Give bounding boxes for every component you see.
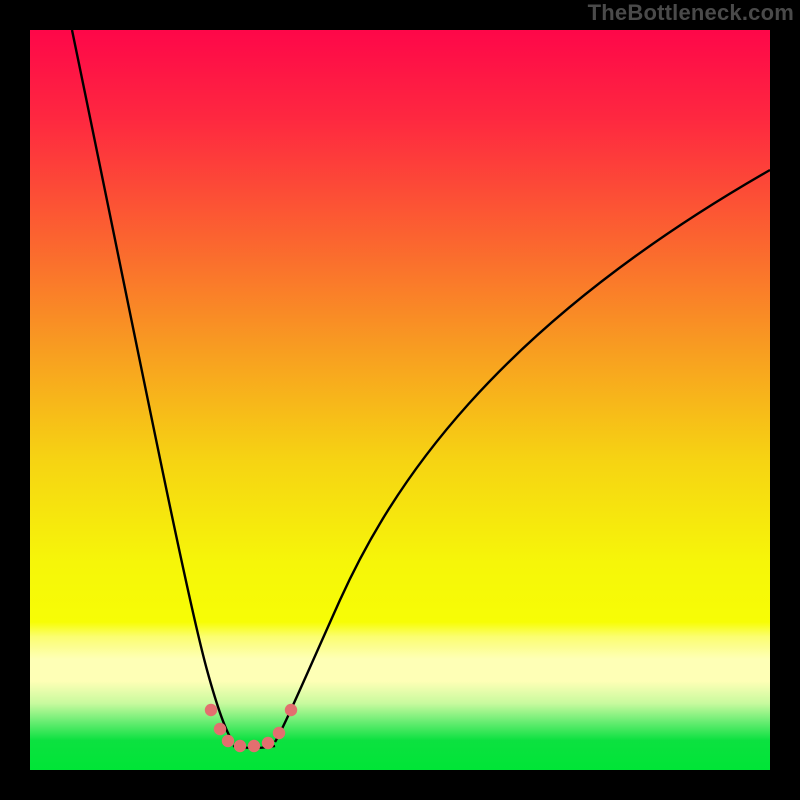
bottleneck-chart	[30, 30, 770, 770]
marker-dot	[205, 704, 217, 716]
marker-dot	[234, 740, 246, 752]
marker-dot	[273, 727, 285, 739]
canvas-root: TheBottleneck.com	[0, 0, 800, 800]
marker-dot	[285, 704, 297, 716]
plot-area	[30, 30, 770, 770]
marker-dot	[248, 740, 260, 752]
marker-dot	[222, 735, 234, 747]
gradient-rect	[30, 30, 770, 770]
marker-dot	[214, 723, 226, 735]
watermark-text: TheBottleneck.com	[588, 0, 794, 26]
marker-dot	[262, 737, 274, 749]
